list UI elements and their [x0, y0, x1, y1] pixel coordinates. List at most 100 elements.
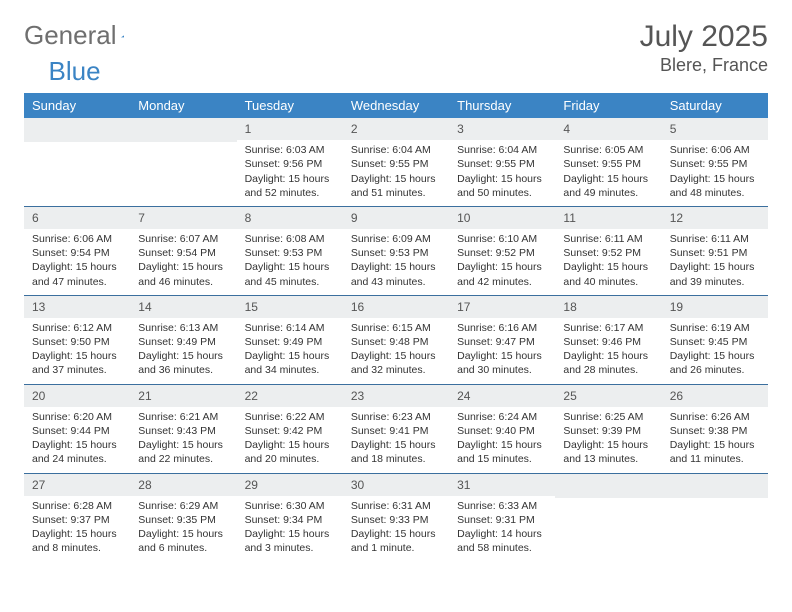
calendar-cell: 29Sunrise: 6:30 AMSunset: 9:34 PMDayligh… [237, 473, 343, 561]
day-number: 26 [662, 385, 768, 407]
day-number: 14 [130, 296, 236, 318]
day-details: Sunrise: 6:07 AMSunset: 9:54 PMDaylight:… [130, 229, 236, 295]
day-details: Sunrise: 6:15 AMSunset: 9:48 PMDaylight:… [343, 318, 449, 384]
calendar-cell: 23Sunrise: 6:23 AMSunset: 9:41 PMDayligh… [343, 384, 449, 473]
day-details: Sunrise: 6:30 AMSunset: 9:34 PMDaylight:… [237, 496, 343, 562]
brand-part2: Blue [49, 56, 101, 87]
day-number: 25 [555, 385, 661, 407]
calendar-cell: 28Sunrise: 6:29 AMSunset: 9:35 PMDayligh… [130, 473, 236, 561]
calendar-cell: 26Sunrise: 6:26 AMSunset: 9:38 PMDayligh… [662, 384, 768, 473]
calendar-cell: 12Sunrise: 6:11 AMSunset: 9:51 PMDayligh… [662, 206, 768, 295]
calendar-cell: 19Sunrise: 6:19 AMSunset: 9:45 PMDayligh… [662, 295, 768, 384]
day-details: Sunrise: 6:04 AMSunset: 9:55 PMDaylight:… [343, 140, 449, 206]
calendar-cell [555, 473, 661, 561]
calendar-cell: 13Sunrise: 6:12 AMSunset: 9:50 PMDayligh… [24, 295, 130, 384]
calendar-cell: 27Sunrise: 6:28 AMSunset: 9:37 PMDayligh… [24, 473, 130, 561]
day-number: 23 [343, 385, 449, 407]
day-details: Sunrise: 6:14 AMSunset: 9:49 PMDaylight:… [237, 318, 343, 384]
day-details: Sunrise: 6:08 AMSunset: 9:53 PMDaylight:… [237, 229, 343, 295]
day-details: Sunrise: 6:06 AMSunset: 9:55 PMDaylight:… [662, 140, 768, 206]
calendar-cell: 9Sunrise: 6:09 AMSunset: 9:53 PMDaylight… [343, 206, 449, 295]
calendar-cell: 24Sunrise: 6:24 AMSunset: 9:40 PMDayligh… [449, 384, 555, 473]
day-details: Sunrise: 6:21 AMSunset: 9:43 PMDaylight:… [130, 407, 236, 473]
day-details: Sunrise: 6:04 AMSunset: 9:55 PMDaylight:… [449, 140, 555, 206]
month-title: July 2025 [640, 20, 768, 53]
calendar-cell: 25Sunrise: 6:25 AMSunset: 9:39 PMDayligh… [555, 384, 661, 473]
day-number: 10 [449, 207, 555, 229]
weekday-header: Wednesday [343, 93, 449, 118]
day-number: 24 [449, 385, 555, 407]
day-number: 11 [555, 207, 661, 229]
day-details: Sunrise: 6:13 AMSunset: 9:49 PMDaylight:… [130, 318, 236, 384]
calendar-cell [662, 473, 768, 561]
day-number: 7 [130, 207, 236, 229]
calendar-cell: 5Sunrise: 6:06 AMSunset: 9:55 PMDaylight… [662, 118, 768, 206]
day-number: 8 [237, 207, 343, 229]
day-details: Sunrise: 6:20 AMSunset: 9:44 PMDaylight:… [24, 407, 130, 473]
location-label: Blere, France [640, 55, 768, 76]
weekday-header: Monday [130, 93, 236, 118]
day-details: Sunrise: 6:22 AMSunset: 9:42 PMDaylight:… [237, 407, 343, 473]
calendar-cell: 11Sunrise: 6:11 AMSunset: 9:52 PMDayligh… [555, 206, 661, 295]
day-details: Sunrise: 6:26 AMSunset: 9:38 PMDaylight:… [662, 407, 768, 473]
day-details: Sunrise: 6:10 AMSunset: 9:52 PMDaylight:… [449, 229, 555, 295]
day-details: Sunrise: 6:09 AMSunset: 9:53 PMDaylight:… [343, 229, 449, 295]
calendar-cell: 16Sunrise: 6:15 AMSunset: 9:48 PMDayligh… [343, 295, 449, 384]
day-number: 5 [662, 118, 768, 140]
day-number: 3 [449, 118, 555, 140]
day-number: 22 [237, 385, 343, 407]
day-number: 9 [343, 207, 449, 229]
calendar-cell: 7Sunrise: 6:07 AMSunset: 9:54 PMDaylight… [130, 206, 236, 295]
calendar-cell: 6Sunrise: 6:06 AMSunset: 9:54 PMDaylight… [24, 206, 130, 295]
brand-logo: General [24, 20, 147, 51]
calendar-cell: 1Sunrise: 6:03 AMSunset: 9:56 PMDaylight… [237, 118, 343, 206]
day-number: 28 [130, 474, 236, 496]
weekday-header: Thursday [449, 93, 555, 118]
day-details: Sunrise: 6:31 AMSunset: 9:33 PMDaylight:… [343, 496, 449, 562]
day-number: 1 [237, 118, 343, 140]
day-number: 21 [130, 385, 236, 407]
day-details: Sunrise: 6:23 AMSunset: 9:41 PMDaylight:… [343, 407, 449, 473]
day-number: 29 [237, 474, 343, 496]
calendar-cell: 22Sunrise: 6:22 AMSunset: 9:42 PMDayligh… [237, 384, 343, 473]
calendar-cell: 8Sunrise: 6:08 AMSunset: 9:53 PMDaylight… [237, 206, 343, 295]
weekday-header: Friday [555, 93, 661, 118]
day-details: Sunrise: 6:05 AMSunset: 9:55 PMDaylight:… [555, 140, 661, 206]
day-number: 13 [24, 296, 130, 318]
day-number: 31 [449, 474, 555, 496]
day-details: Sunrise: 6:19 AMSunset: 9:45 PMDaylight:… [662, 318, 768, 384]
calendar-cell: 3Sunrise: 6:04 AMSunset: 9:55 PMDaylight… [449, 118, 555, 206]
day-details: Sunrise: 6:24 AMSunset: 9:40 PMDaylight:… [449, 407, 555, 473]
calendar-cell: 30Sunrise: 6:31 AMSunset: 9:33 PMDayligh… [343, 473, 449, 561]
weekday-header: Tuesday [237, 93, 343, 118]
day-number: 2 [343, 118, 449, 140]
day-details: Sunrise: 6:33 AMSunset: 9:31 PMDaylight:… [449, 496, 555, 562]
day-details: Sunrise: 6:17 AMSunset: 9:46 PMDaylight:… [555, 318, 661, 384]
day-number: 16 [343, 296, 449, 318]
calendar-cell [130, 118, 236, 206]
day-number: 19 [662, 296, 768, 318]
calendar-cell [24, 118, 130, 206]
day-details: Sunrise: 6:03 AMSunset: 9:56 PMDaylight:… [237, 140, 343, 206]
calendar-cell: 21Sunrise: 6:21 AMSunset: 9:43 PMDayligh… [130, 384, 236, 473]
calendar-cell: 2Sunrise: 6:04 AMSunset: 9:55 PMDaylight… [343, 118, 449, 206]
weekday-header: Sunday [24, 93, 130, 118]
calendar-cell: 15Sunrise: 6:14 AMSunset: 9:49 PMDayligh… [237, 295, 343, 384]
calendar-cell: 31Sunrise: 6:33 AMSunset: 9:31 PMDayligh… [449, 473, 555, 561]
day-details: Sunrise: 6:11 AMSunset: 9:51 PMDaylight:… [662, 229, 768, 295]
day-details: Sunrise: 6:25 AMSunset: 9:39 PMDaylight:… [555, 407, 661, 473]
brand-part1: General [24, 20, 117, 51]
calendar-table: SundayMondayTuesdayWednesdayThursdayFrid… [24, 93, 768, 561]
day-details: Sunrise: 6:28 AMSunset: 9:37 PMDaylight:… [24, 496, 130, 562]
weekday-header: Saturday [662, 93, 768, 118]
calendar-cell: 14Sunrise: 6:13 AMSunset: 9:49 PMDayligh… [130, 295, 236, 384]
day-details: Sunrise: 6:11 AMSunset: 9:52 PMDaylight:… [555, 229, 661, 295]
day-details: Sunrise: 6:06 AMSunset: 9:54 PMDaylight:… [24, 229, 130, 295]
calendar-cell: 4Sunrise: 6:05 AMSunset: 9:55 PMDaylight… [555, 118, 661, 206]
day-details: Sunrise: 6:16 AMSunset: 9:47 PMDaylight:… [449, 318, 555, 384]
day-number: 18 [555, 296, 661, 318]
day-number: 4 [555, 118, 661, 140]
logo-triangle-icon [121, 26, 125, 46]
calendar-cell: 20Sunrise: 6:20 AMSunset: 9:44 PMDayligh… [24, 384, 130, 473]
day-number: 30 [343, 474, 449, 496]
